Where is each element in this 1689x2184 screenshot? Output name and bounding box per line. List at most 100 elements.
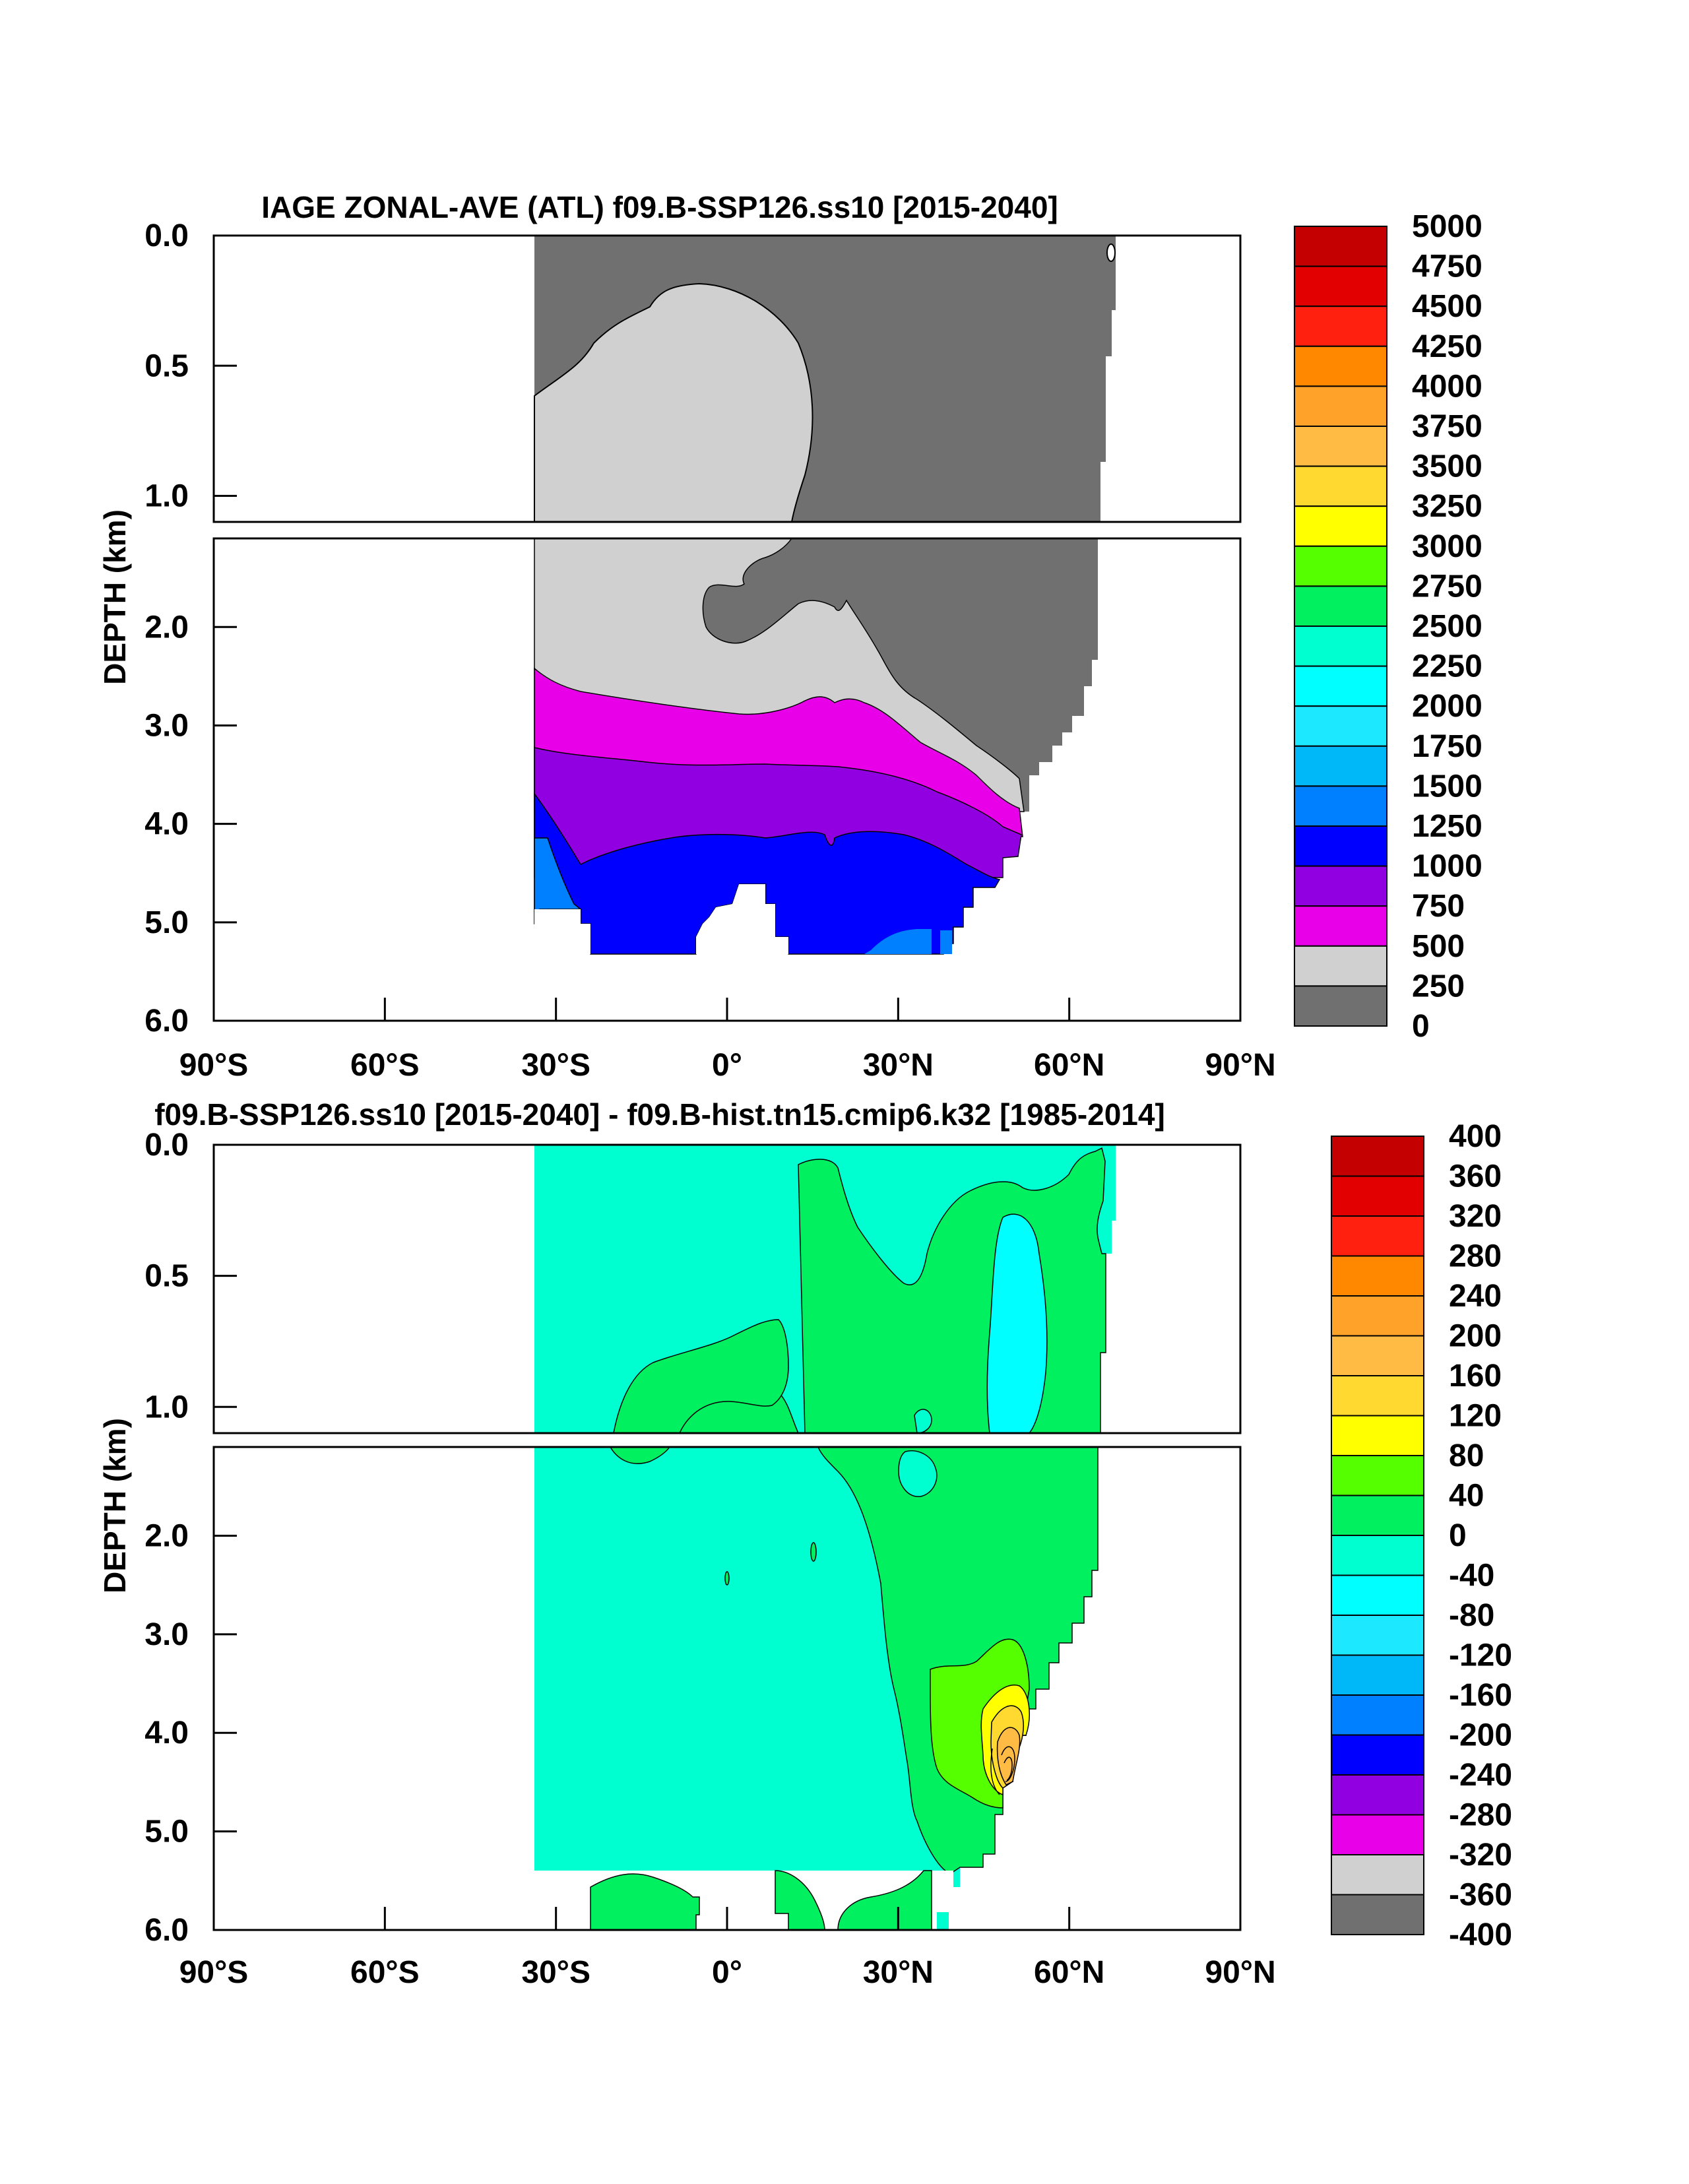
colorbar-label: 500 (1412, 929, 1465, 964)
colorbar-swatch (1294, 465, 1387, 507)
lower-panel-fields (534, 538, 1098, 955)
colorbar-label: 3000 (1412, 529, 1482, 564)
y-tick-label: 0.0 (144, 218, 189, 253)
upper-panel-fields (534, 236, 1116, 523)
x-tick-label: 90°S (179, 1955, 249, 1990)
colorbar-swatch (1331, 1415, 1424, 1456)
x-tick-label: 0° (712, 1955, 742, 1990)
upper-panel-frame (212, 234, 1242, 523)
colorbar-swatch (1294, 426, 1387, 467)
colorbar-swatch (1331, 1215, 1424, 1257)
colorbar-swatch (1331, 1494, 1424, 1536)
colorbar-label: -200 (1449, 1718, 1512, 1753)
colorbar-label: 2750 (1412, 569, 1482, 604)
colorbar-swatch (1294, 705, 1387, 747)
colorbar-label: 3250 (1412, 489, 1482, 524)
lower-panel-fields (534, 1446, 1099, 1933)
y-tick-label: 0.0 (144, 1128, 189, 1163)
colorbar-swatch (1294, 385, 1387, 428)
chart-title: IAGE ZONAL-AVE (ATL) f09.B-SSP126.ss10 [… (261, 190, 1058, 224)
colorbar-label: 280 (1449, 1239, 1502, 1274)
colorbar-swatch (1294, 665, 1387, 707)
x-tick-label: 60°N (1034, 1955, 1104, 1990)
colorbar-swatch (1294, 945, 1387, 987)
colorbar-label: 160 (1449, 1359, 1502, 1394)
colorbar-label: 5000 (1412, 209, 1482, 244)
colorbar: 5000475045004250400037503500325030002750… (1294, 209, 1482, 1044)
small-oval (1106, 243, 1116, 262)
colorbar-label: 2000 (1412, 689, 1482, 724)
y-tick-label: 1.0 (144, 1390, 189, 1425)
y-tick-label: 3.0 (144, 1617, 189, 1652)
colorbar-label: 1000 (1412, 849, 1482, 884)
colorbar-swatch (1331, 1295, 1424, 1337)
colorbar-swatch (1331, 1894, 1424, 1935)
colorbar-label: 0 (1449, 1518, 1467, 1553)
colorbar-swatch (1331, 1615, 1424, 1656)
x-tick-label: 90°N (1205, 1955, 1275, 1990)
colorbar-swatch (1294, 825, 1387, 867)
colorbar-label: 320 (1449, 1199, 1502, 1234)
colorbar-swatch (1331, 1774, 1424, 1816)
y-tick-label: 5.0 (144, 905, 189, 940)
y-tick-label: 6.0 (144, 1004, 189, 1039)
colorbar-swatch (1294, 585, 1387, 627)
colorbar-label: -400 (1449, 1917, 1512, 1952)
colorbar-swatch (1294, 865, 1387, 907)
colorbar: 40036032028024020016012080400-40-80-120-… (1331, 1119, 1512, 1952)
colorbar-swatch (1294, 626, 1387, 667)
region-250-500-upper (534, 282, 813, 523)
x-tick-label: 60°N (1034, 1048, 1104, 1083)
colorbar-label: 2250 (1412, 649, 1482, 684)
colorbar-label: -80 (1449, 1598, 1494, 1633)
colorbar-swatch (1294, 985, 1387, 1027)
colorbar-label: -240 (1449, 1758, 1512, 1793)
region-0-40-left-lobe (613, 1319, 789, 1434)
y-tick-label: 0.5 (144, 1259, 189, 1294)
colorbar-label: 1750 (1412, 729, 1482, 764)
colorbar-label: -160 (1449, 1678, 1512, 1713)
colorbar-swatch (1331, 1335, 1424, 1376)
colorbar-swatch (1331, 1455, 1424, 1496)
colorbar-swatch (1331, 1654, 1424, 1696)
colorbar-label: -360 (1449, 1878, 1512, 1913)
y-tick-label: 5.0 (144, 1815, 189, 1849)
y-tick-label: 4.0 (144, 1716, 189, 1750)
x-tick-label: 30°S (521, 1048, 590, 1083)
x-ticks: 90°S 60°S 30°S 0° 30°N 60°N 90°N (179, 1907, 1276, 1990)
colorbar-swatch (1331, 1255, 1424, 1297)
colorbar-label: 360 (1449, 1159, 1502, 1194)
chart-iage-difference: f09.B-SSP126.ss10 [2015-2040] - f09.B-hi… (98, 1097, 1512, 1990)
region-0-40-bottom-right (837, 1870, 932, 1931)
x-tick-label: 30°N (863, 1048, 934, 1083)
y-tick-label: 4.0 (144, 807, 189, 842)
speck-2 (724, 1571, 730, 1586)
speck-1 (810, 1542, 817, 1562)
x-tick-label: 30°N (863, 1955, 934, 1990)
bathymetry-mask-2 (534, 1930, 963, 1933)
colorbar-swatch (1331, 1854, 1424, 1896)
colorbar-swatch (1294, 345, 1387, 387)
colorbar-label: 1250 (1412, 809, 1482, 844)
x-tick-label: 90°N (1205, 1048, 1275, 1083)
colorbar-swatch (1294, 905, 1387, 947)
colorbar-label: 250 (1412, 969, 1465, 1004)
y-ticks: 0.0 0.5 1.0 2.0 3.0 4.0 5.0 6.0 (144, 1128, 237, 1948)
colorbar-swatch (1294, 226, 1387, 267)
colorbar-label: -120 (1449, 1638, 1512, 1673)
x-tick-label: 60°S (350, 1955, 420, 1990)
speck-3 (937, 1912, 949, 1930)
y-tick-label: 1.0 (144, 479, 189, 514)
colorbar-swatch (1331, 1694, 1424, 1736)
y-tick-label: 0.5 (144, 348, 189, 383)
colorbar-label: 4500 (1412, 289, 1482, 324)
colorbar-swatch (1294, 265, 1387, 307)
colorbar-label: 3500 (1412, 449, 1482, 484)
region-0-40-bottom-left (590, 1873, 700, 1931)
y-axis-label: DEPTH (km) (98, 509, 132, 685)
colorbar-label: 750 (1412, 889, 1465, 924)
colorbar-label: 80 (1449, 1438, 1484, 1473)
y-tick-label: 2.0 (144, 610, 189, 645)
x-ticks: 90°S 60°S 30°S 0° 30°N 60°N 90°N (179, 998, 1276, 1083)
